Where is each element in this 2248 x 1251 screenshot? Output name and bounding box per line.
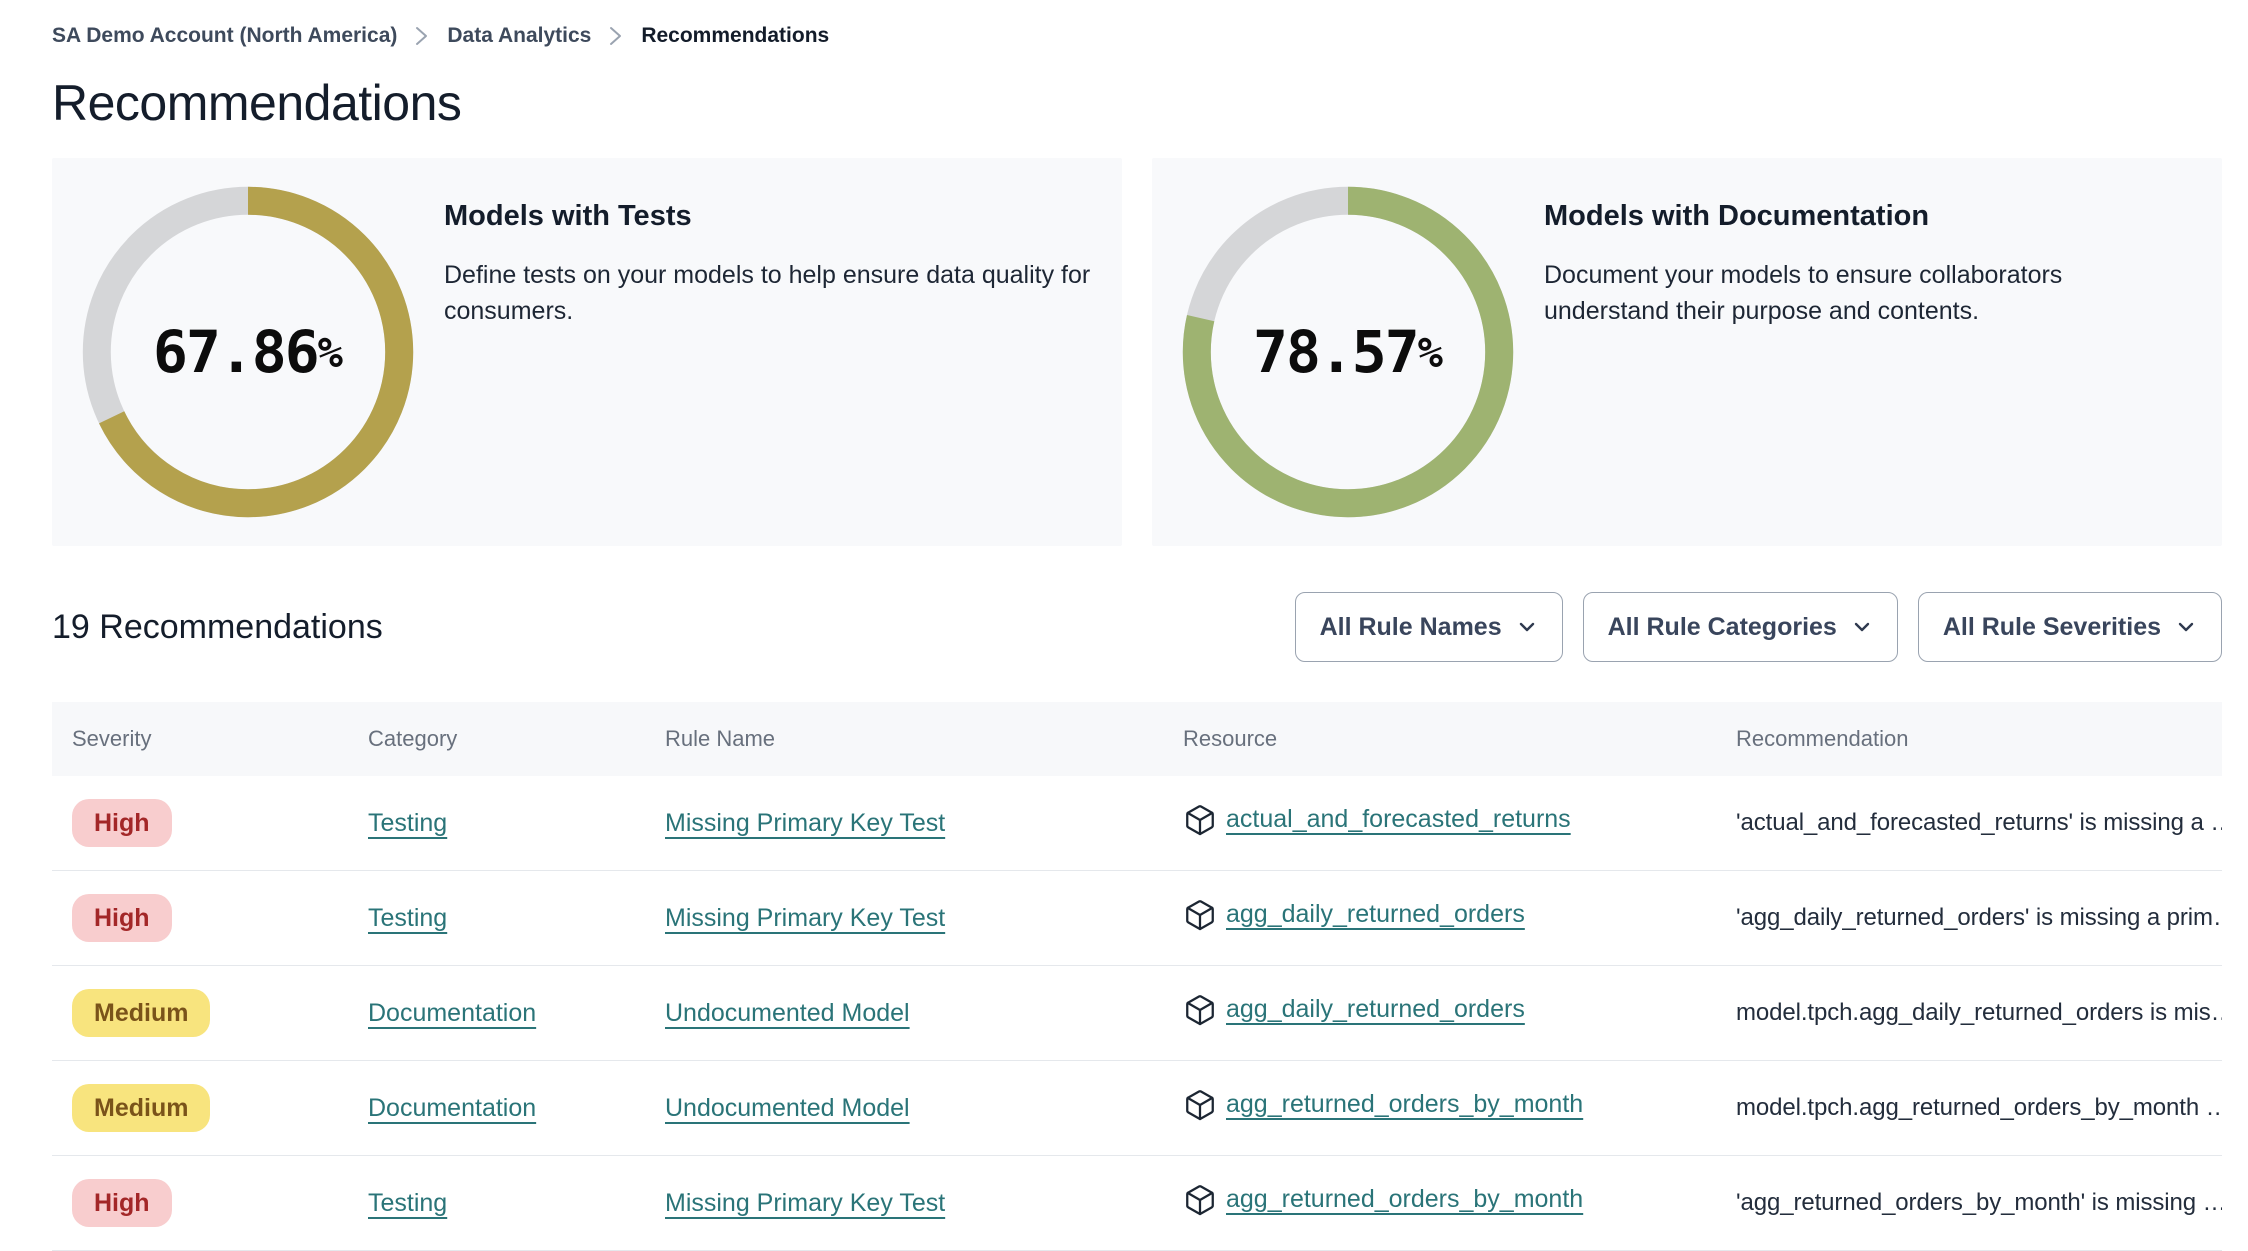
card-title: Models with Documentation bbox=[1544, 200, 1930, 232]
filter-label: All Rule Names bbox=[1319, 612, 1502, 641]
model-cube-icon bbox=[1186, 899, 1214, 930]
breadcrumb-item-account[interactable]: SA Demo Account (North America) bbox=[52, 24, 398, 47]
column-header-category: Category bbox=[368, 726, 458, 751]
list-header: 19 Recommendations All Rule Names All Ru… bbox=[52, 592, 2222, 662]
rule-categories-filter[interactable]: All Rule Categories bbox=[1582, 592, 1898, 662]
column-header-rule-name: Rule Name bbox=[665, 726, 776, 751]
breadcrumb-item-project[interactable]: Data Analytics bbox=[447, 24, 592, 47]
model-cube-icon bbox=[1186, 804, 1214, 835]
table-row: Medium Documentation Undocumented Model … bbox=[52, 1061, 2222, 1156]
resource-link-label: agg_daily_returned_orders bbox=[1226, 995, 1525, 1023]
breadcrumb-item-current: Recommendations bbox=[641, 24, 830, 47]
model-cube-icon bbox=[1186, 1184, 1214, 1215]
chevron-down-icon bbox=[2178, 622, 2194, 632]
models-with-documentation-card: 78.57% Models with Documentation Documen… bbox=[1152, 158, 2222, 546]
severity-badge: Medium bbox=[72, 989, 211, 1037]
donut-percent-label: 67.86% bbox=[80, 184, 416, 520]
rule-name-link[interactable]: Undocumented Model bbox=[665, 998, 910, 1027]
resource-link-label: agg_daily_returned_orders bbox=[1226, 900, 1525, 928]
severity-badge: High bbox=[72, 799, 172, 847]
model-cube-icon bbox=[1186, 994, 1214, 1025]
summary-cards: 67.86% Models with Tests Define tests on… bbox=[52, 158, 2222, 546]
resource-link[interactable]: agg_daily_returned_orders bbox=[1183, 993, 1525, 1027]
percent-sign: % bbox=[1417, 327, 1443, 377]
filter-label: All Rule Categories bbox=[1607, 612, 1837, 641]
models-with-documentation-donut-chart: 78.57% bbox=[1180, 184, 1516, 520]
category-link[interactable]: Documentation bbox=[368, 998, 537, 1027]
recommendation-text: 'actual_and_forecasted_returns' is missi… bbox=[1736, 809, 2222, 836]
rule-name-link[interactable]: Undocumented Model bbox=[665, 1093, 910, 1122]
table-row: High Testing Missing Primary Key Test ag… bbox=[52, 1156, 2222, 1251]
rule-name-link[interactable]: Missing Primary Key Test bbox=[665, 1188, 946, 1217]
category-link[interactable]: Documentation bbox=[368, 1093, 537, 1122]
card-description: Document your models to ensure collabora… bbox=[1544, 261, 2063, 326]
resource-link[interactable]: actual_and_forecasted_returns bbox=[1183, 803, 1571, 837]
resource-link-label: agg_returned_orders_by_month bbox=[1226, 1090, 1584, 1118]
card-text: Models with Tests Define tests on your m… bbox=[444, 158, 1094, 330]
rule-names-filter[interactable]: All Rule Names bbox=[1294, 592, 1563, 662]
recommendation-text: model.tpch.agg_returned_orders_by_month … bbox=[1736, 1094, 2222, 1121]
models-with-tests-donut-chart: 67.86% bbox=[80, 184, 416, 520]
rule-name-link[interactable]: Missing Primary Key Test bbox=[665, 903, 946, 932]
table-row: Medium Documentation Undocumented Model … bbox=[52, 966, 2222, 1061]
filter-bar: All Rule Names All Rule Categories All R… bbox=[1294, 592, 2222, 662]
severity-badge: High bbox=[72, 1179, 172, 1227]
card-description: Define tests on your models to help ensu… bbox=[444, 261, 1091, 326]
category-link[interactable]: Testing bbox=[368, 903, 448, 932]
percent-value: 67.86 bbox=[153, 318, 320, 386]
column-header-severity: Severity bbox=[72, 726, 152, 751]
recommendations-count: 19 Recommendations bbox=[52, 607, 383, 646]
page-content: SA Demo Account (North America) Data Ana… bbox=[0, 24, 2248, 1251]
chevron-down-icon bbox=[1854, 622, 1870, 632]
column-header-recommendation: Recommendation bbox=[1736, 726, 1909, 751]
chevron-right-icon bbox=[609, 25, 623, 47]
donut-value-ring bbox=[82, 186, 414, 518]
table-header: Severity Category Rule Name Resource Rec… bbox=[52, 702, 2222, 776]
rule-name-link[interactable]: Missing Primary Key Test bbox=[665, 808, 946, 837]
filter-label: All Rule Severities bbox=[1942, 612, 2161, 641]
recommendations-page: { "breadcrumb": { "items": [ { "label": … bbox=[0, 24, 2248, 1251]
models-with-tests-card: 67.86% Models with Tests Define tests on… bbox=[52, 158, 1122, 546]
card-text: Models with Documentation Document your … bbox=[1544, 158, 2194, 330]
recommendation-text: 'agg_daily_returned_orders' is missing a… bbox=[1736, 904, 2222, 931]
chevron-right-icon bbox=[415, 25, 429, 47]
column-header-resource: Resource bbox=[1183, 726, 1278, 751]
table-row: High Testing Missing Primary Key Test ac… bbox=[52, 776, 2222, 871]
category-link[interactable]: Testing bbox=[368, 808, 448, 837]
card-title: Models with Tests bbox=[444, 200, 692, 232]
resource-link[interactable]: agg_returned_orders_by_month bbox=[1183, 1183, 1583, 1217]
severity-badge: Medium bbox=[72, 1084, 211, 1132]
category-link[interactable]: Testing bbox=[368, 1188, 448, 1217]
donut-percent-label: 78.57% bbox=[1180, 184, 1516, 520]
severity-badge: High bbox=[72, 894, 172, 942]
recommendation-text: 'agg_returned_orders_by_month' is missin… bbox=[1736, 1189, 2222, 1216]
rule-severities-filter[interactable]: All Rule Severities bbox=[1917, 592, 2222, 662]
percent-sign: % bbox=[317, 327, 343, 377]
recommendation-text: model.tpch.agg_daily_returned_orders is … bbox=[1736, 999, 2222, 1026]
table-row: High Testing Missing Primary Key Test ag… bbox=[52, 871, 2222, 966]
page-title: Recommendations bbox=[52, 75, 462, 131]
model-cube-icon bbox=[1186, 1089, 1214, 1120]
chevron-down-icon bbox=[1519, 622, 1534, 632]
resource-link[interactable]: agg_returned_orders_by_month bbox=[1183, 1088, 1583, 1122]
resource-link-label: actual_and_forecasted_returns bbox=[1226, 805, 1571, 833]
percent-value: 78.57 bbox=[1253, 318, 1420, 386]
resource-link[interactable]: agg_daily_returned_orders bbox=[1183, 898, 1525, 932]
recommendations-table: Severity Category Rule Name Resource Rec… bbox=[52, 702, 2222, 1251]
table-body: High Testing Missing Primary Key Test ac… bbox=[52, 776, 2222, 1251]
breadcrumb: SA Demo Account (North America) Data Ana… bbox=[52, 24, 2222, 48]
donut-value-ring bbox=[1182, 186, 1514, 518]
resource-link-label: agg_returned_orders_by_month bbox=[1226, 1185, 1584, 1213]
